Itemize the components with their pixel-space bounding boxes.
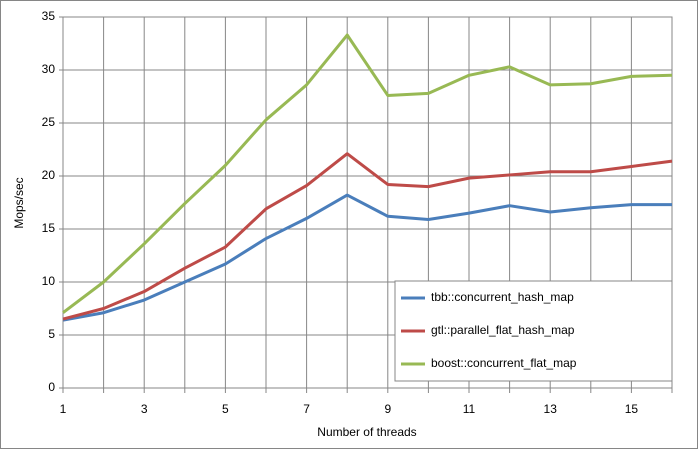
y-tick-label: 20 <box>42 168 56 182</box>
y-tick-label: 25 <box>42 115 56 129</box>
x-tick-label: 15 <box>625 402 639 416</box>
x-tick-label: 3 <box>141 402 148 416</box>
y-tick-label: 0 <box>48 380 55 394</box>
x-axis-label: Number of threads <box>317 425 416 439</box>
legend-box <box>394 280 673 382</box>
line-series <box>62 152 673 321</box>
x-tick-label: 1 <box>60 402 67 416</box>
x-tick-label: 5 <box>222 402 229 416</box>
x-tick-label: 11 <box>463 402 476 416</box>
legend-label: gtl::parallel_flat_hash_map <box>431 323 575 337</box>
plot-area-border <box>62 16 673 389</box>
y-tick-label: 35 <box>42 9 56 23</box>
y-tick-label: 10 <box>42 274 56 288</box>
y-axis-label: Mops/sec <box>12 177 26 228</box>
x-tick-label: 7 <box>303 402 310 416</box>
line-series <box>62 33 673 314</box>
y-tick-label: 30 <box>42 62 56 76</box>
y-tick-label: 15 <box>42 221 56 235</box>
x-tick-label: 9 <box>384 402 391 416</box>
line-series <box>62 193 672 322</box>
x-tick-label: 13 <box>544 402 558 416</box>
legend-label: tbb::concurrent_hash_map <box>431 290 574 304</box>
y-tick-label: 5 <box>48 327 55 341</box>
legend-label: boost::concurrent_flat_map <box>431 356 577 370</box>
